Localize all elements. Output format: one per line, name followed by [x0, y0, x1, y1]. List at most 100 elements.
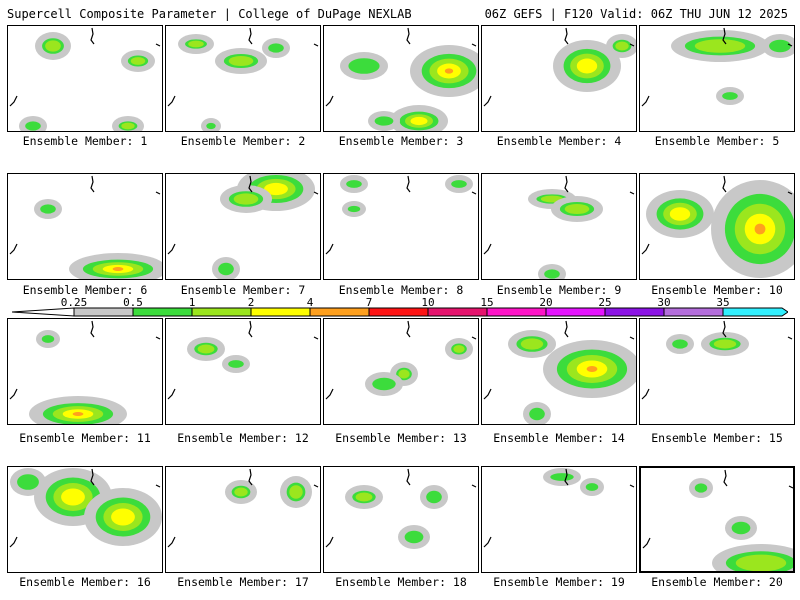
ensemble-member-label: Ensemble Member: 9 [496, 283, 622, 297]
colorbar-legend: 0.25 0.5 1 2 4 7 10 15 20 25 30 35 [12, 296, 788, 317]
scp-contour [17, 474, 39, 490]
coastline-line [90, 320, 95, 338]
colorbar-segment [663, 307, 724, 317]
coastline-line [313, 43, 319, 47]
ensemble-member-label: Ensemble Member: 16 [19, 575, 151, 589]
scp-contour [41, 335, 55, 343]
coastline-line [722, 175, 727, 193]
coastline-line [629, 191, 635, 195]
ensemble-panel-10[interactable] [639, 173, 795, 280]
scp-contour [672, 339, 688, 349]
coastline-line [483, 388, 492, 400]
ensemble-panel-16[interactable] [7, 466, 163, 573]
coastline-line [313, 191, 319, 195]
coastline-line [155, 336, 161, 340]
ensemble-panel-6[interactable] [7, 173, 163, 280]
coastline-line [248, 27, 253, 45]
ensemble-panel-14[interactable] [481, 318, 637, 425]
scp-contour [268, 43, 284, 53]
coastline-line [564, 175, 569, 193]
ensemble-panel-20[interactable] [639, 466, 795, 573]
ensemble-member-label: Ensemble Member: 10 [651, 283, 783, 297]
scp-contour [722, 92, 738, 100]
scp-contour [735, 554, 787, 571]
ensemble-panel-11[interactable] [7, 318, 163, 425]
ensemble-panel-19[interactable] [481, 466, 637, 573]
scp-field-map [641, 175, 794, 278]
scp-contour [188, 40, 204, 48]
scp-contour [40, 204, 56, 214]
scp-contour [731, 521, 751, 535]
coastline-line [406, 468, 411, 486]
coastline-line [406, 27, 411, 45]
ensemble-panel-13[interactable] [323, 318, 479, 425]
scp-contour [426, 490, 442, 504]
coastline-line [483, 95, 492, 107]
ensemble-member-label: Ensemble Member: 18 [335, 575, 467, 589]
coastline-line [248, 175, 253, 193]
coastline-line [90, 27, 95, 45]
coastline-line [483, 536, 492, 548]
colorbar-tick-label: 10 [421, 296, 434, 309]
scp-contour [550, 473, 574, 481]
coastline-line [325, 243, 334, 255]
coastline-line [325, 388, 334, 400]
scp-contour [372, 377, 396, 391]
ensemble-panel-2[interactable] [165, 25, 321, 132]
coastline-line [9, 536, 18, 548]
ensemble-panel-18[interactable] [323, 466, 479, 573]
scp-contour [206, 122, 216, 130]
scp-contour [233, 193, 259, 205]
ensemble-panel-1[interactable] [7, 25, 163, 132]
ensemble-member-label: Ensemble Member: 19 [493, 575, 625, 589]
coastline-line [90, 175, 95, 193]
coastline-line [325, 536, 334, 548]
scp-contour [25, 121, 41, 131]
scp-contour [520, 338, 544, 350]
ensemble-panel-8[interactable] [323, 173, 479, 280]
scp-field-map [641, 27, 794, 107]
scp-contour [121, 122, 135, 130]
scp-field-map [325, 175, 477, 255]
ensemble-panel-17[interactable] [165, 466, 321, 573]
ensemble-panel-15[interactable] [639, 318, 795, 425]
scp-contour [228, 55, 254, 67]
scp-contour [355, 492, 373, 502]
colorbar-tick-label: 0.5 [123, 296, 143, 309]
coastline-line [325, 95, 334, 107]
coastline-line [167, 388, 176, 400]
colorbar-tick-label: 25 [598, 296, 611, 309]
colorbar-segment [309, 307, 370, 317]
coastline-line [788, 485, 793, 489]
scp-field-map [167, 320, 319, 400]
scp-contour [234, 487, 248, 497]
scp-contour [346, 180, 362, 188]
ensemble-member-label: Ensemble Member: 6 [22, 283, 148, 297]
coastline-line [722, 320, 727, 338]
scp-contour [228, 360, 244, 368]
ensemble-panel-5[interactable] [639, 25, 795, 132]
scp-contour [585, 483, 599, 491]
coastline-line [471, 484, 477, 488]
ensemble-panel-9[interactable] [481, 173, 637, 280]
map-title: Supercell Composite Parameter | College … [7, 7, 412, 21]
ensemble-member-label: Ensemble Member: 12 [177, 431, 309, 445]
colorbar-segment [191, 307, 252, 317]
run-valid-time: 06Z GEFS | F120 Valid: 06Z THU JUN 12 20… [484, 7, 788, 21]
coastline-line [248, 320, 253, 338]
ensemble-member-label: Ensemble Member: 3 [338, 134, 464, 148]
colorbar-tick-label: 4 [307, 296, 314, 309]
ensemble-panel-7[interactable] [165, 173, 321, 280]
scp-contour [576, 58, 598, 74]
scp-field-map [325, 320, 477, 400]
scp-contour [769, 39, 791, 53]
scp-field-map [9, 320, 161, 424]
ensemble-panel-12[interactable] [165, 318, 321, 425]
scp-contour [218, 262, 234, 276]
ensemble-panel-3[interactable] [323, 25, 479, 132]
scp-contour [615, 41, 629, 51]
colorbar-segment [132, 307, 193, 317]
scp-contour [444, 68, 454, 74]
ensemble-panel-4[interactable] [481, 25, 637, 132]
ensemble-member-label: Ensemble Member: 17 [177, 575, 309, 589]
